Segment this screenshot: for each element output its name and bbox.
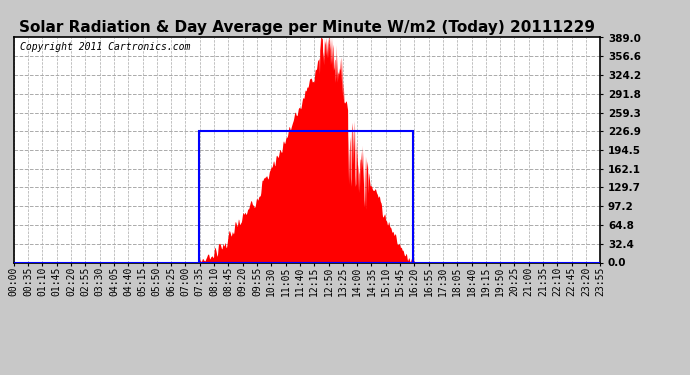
Bar — [199, 131, 413, 262]
Title: Solar Radiation & Day Average per Minute W/m2 (Today) 20111229: Solar Radiation & Day Average per Minute… — [19, 20, 595, 35]
Text: Copyright 2011 Cartronics.com: Copyright 2011 Cartronics.com — [19, 42, 190, 52]
